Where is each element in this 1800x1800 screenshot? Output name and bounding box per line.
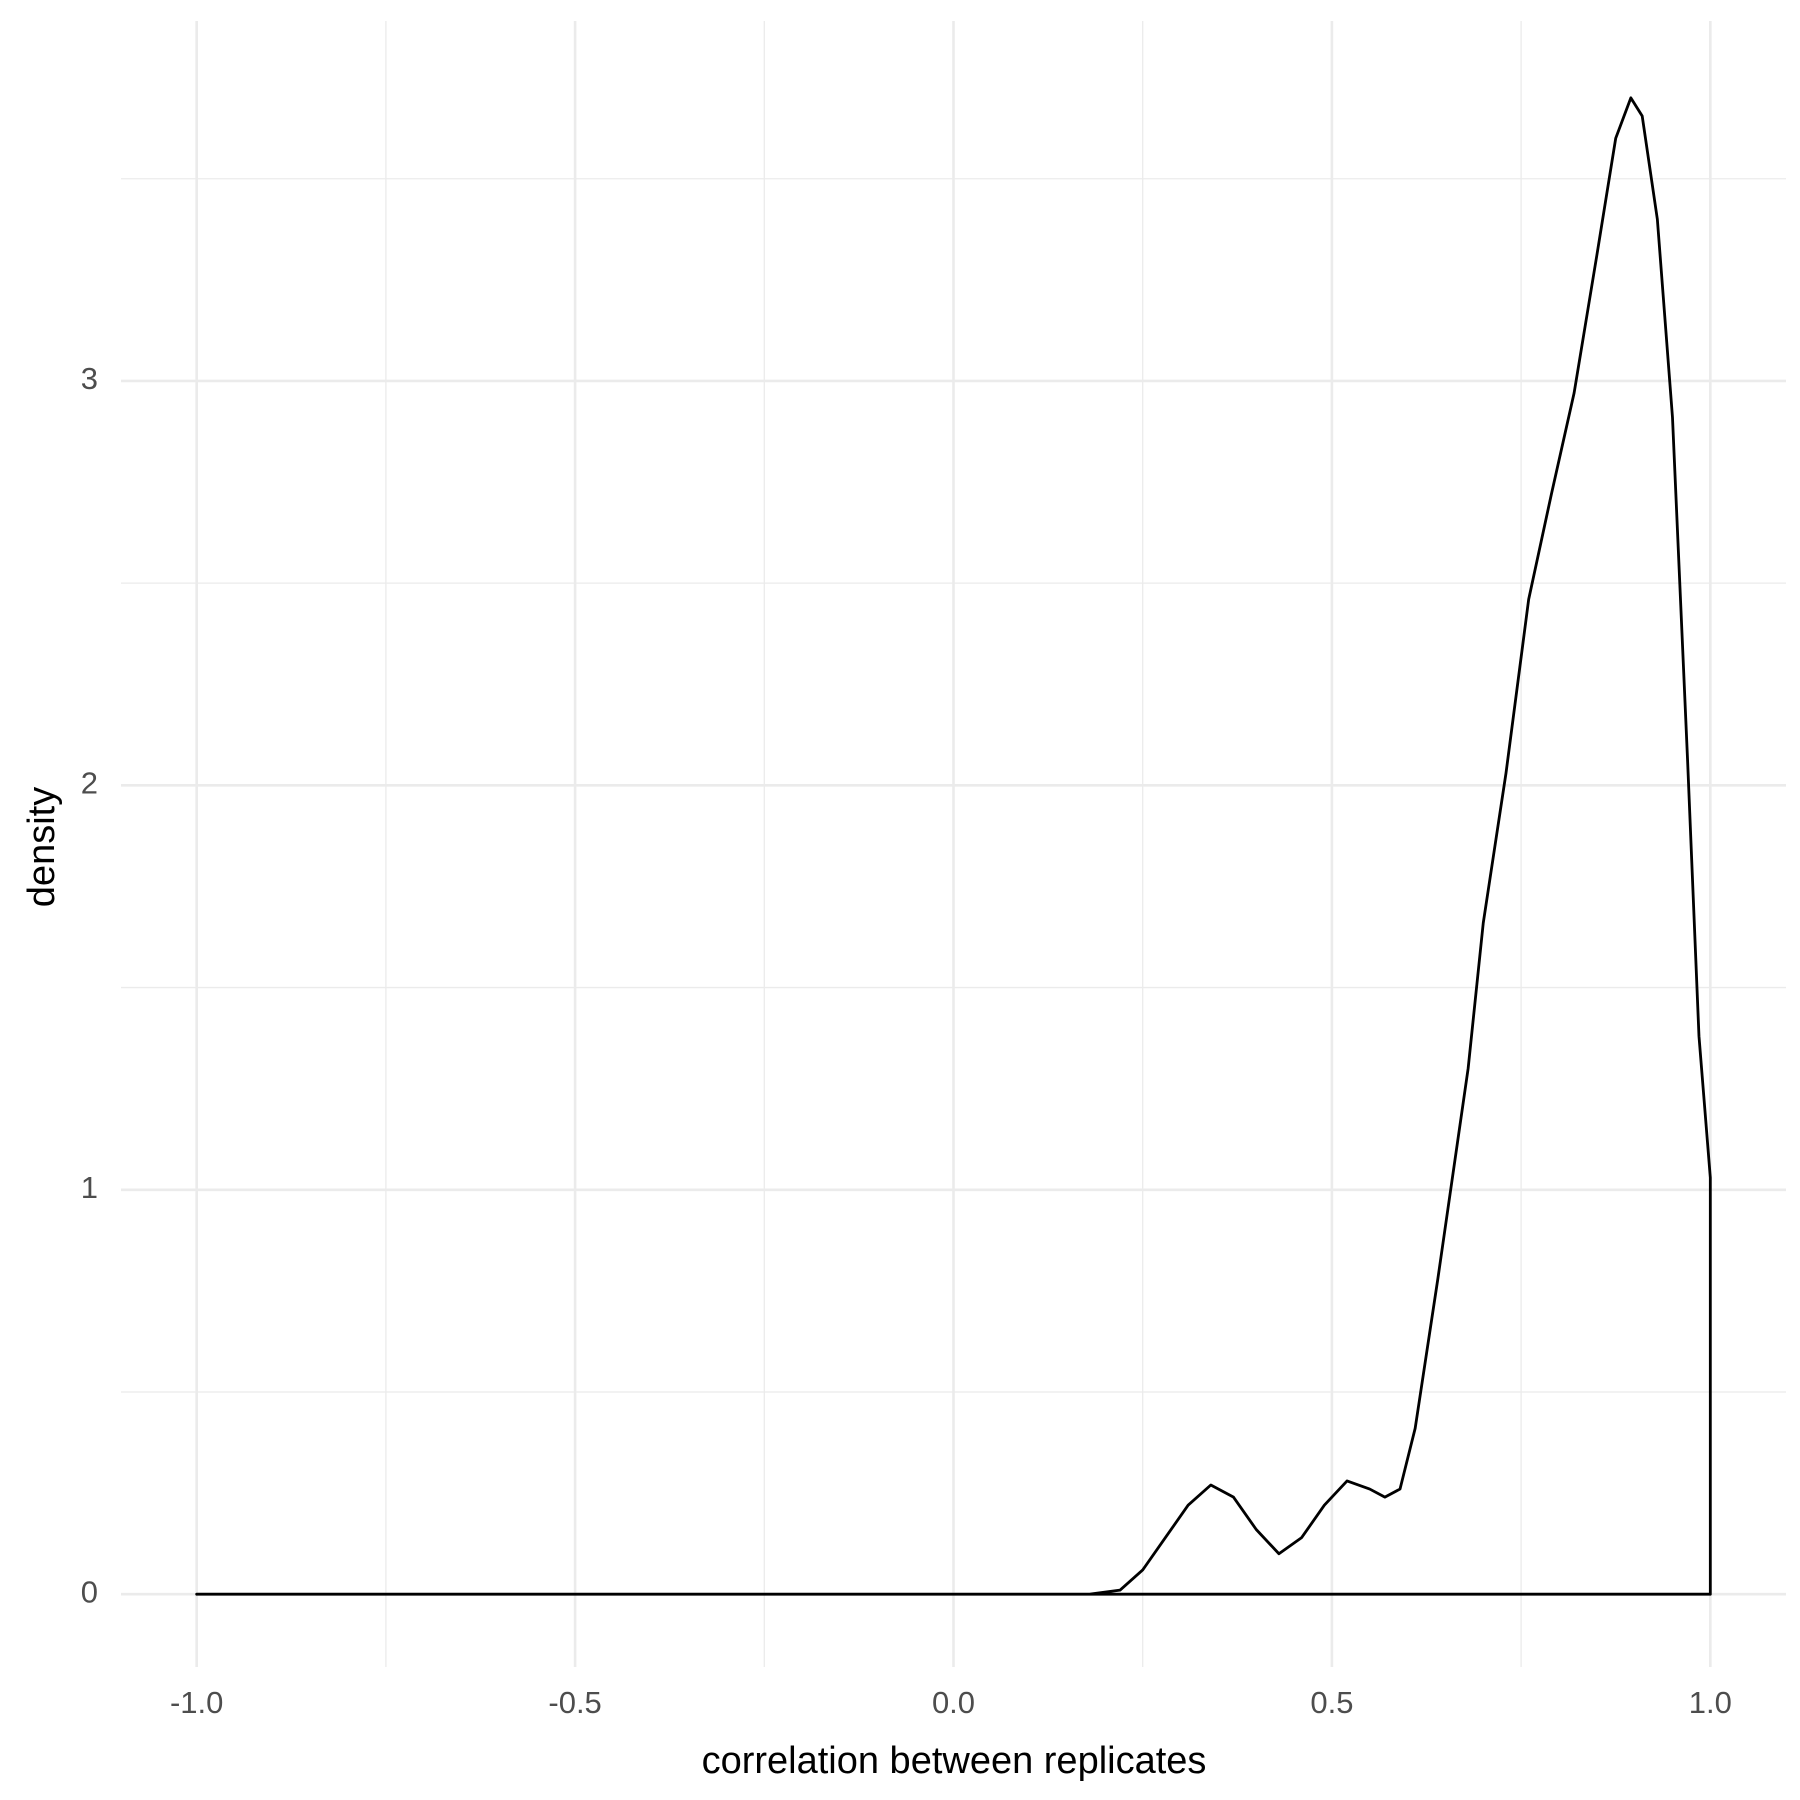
x-tick-label: 1.0 xyxy=(1689,1685,1732,1720)
y-tick-label: 2 xyxy=(81,766,98,801)
y-tick-label: 0 xyxy=(81,1574,98,1609)
y-axis-title: density xyxy=(21,787,63,907)
x-axis-title: correlation between replicates xyxy=(702,1740,1207,1782)
x-tick-label: 0.0 xyxy=(932,1685,975,1720)
x-tick-label: -0.5 xyxy=(548,1685,601,1720)
y-tick-label: 1 xyxy=(81,1170,98,1205)
y-tick-label: 3 xyxy=(81,361,98,396)
x-tick-label: -1.0 xyxy=(170,1685,223,1720)
x-tick-label: 0.5 xyxy=(1310,1685,1353,1720)
grid xyxy=(121,21,1786,1667)
density-line xyxy=(195,96,1712,1596)
